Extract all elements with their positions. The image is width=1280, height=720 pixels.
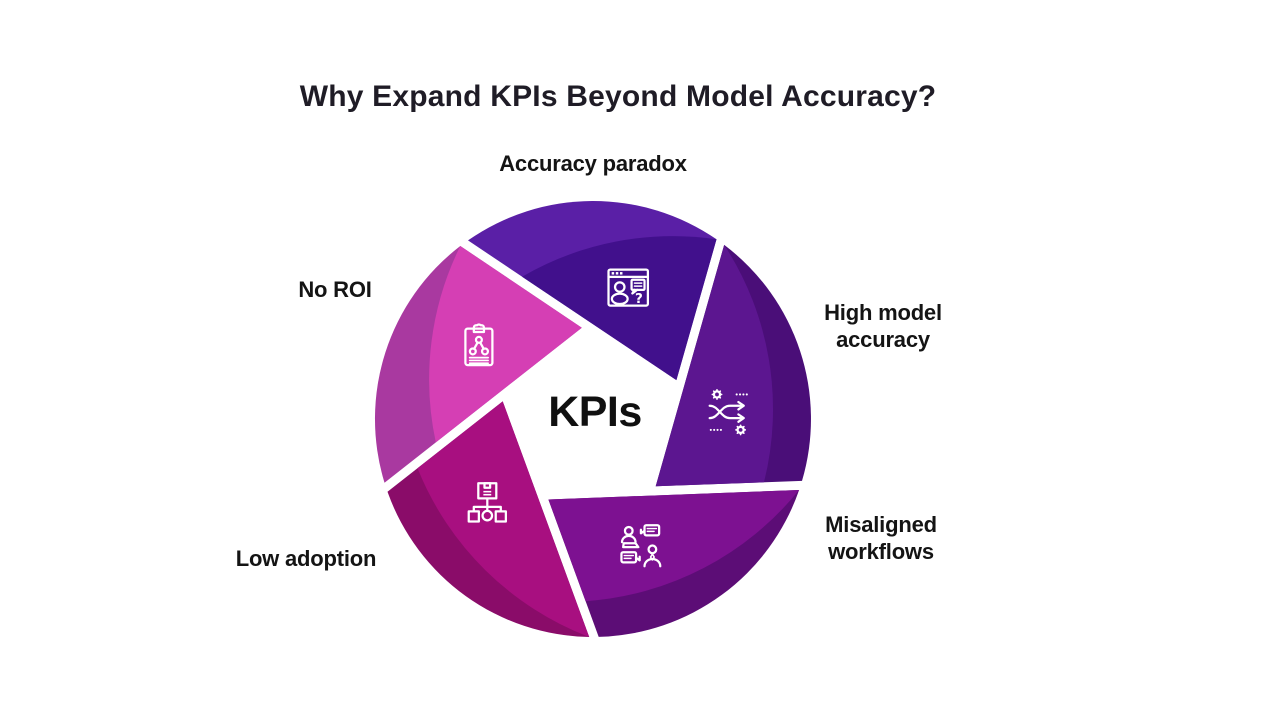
- label-accuracy-paradox: Accuracy paradox: [499, 151, 687, 176]
- label-no-roi: No ROI: [298, 277, 372, 302]
- blade-misaligned-workflows: [548, 490, 800, 602]
- slide-title: Why Expand KPIs Beyond Model Accuracy?: [299, 80, 937, 113]
- label-high-model-accuracy: High model accuracy: [824, 300, 942, 352]
- label-misaligned-workflows: Misaligned workflows: [825, 512, 937, 564]
- blade-low-adoption: [417, 401, 590, 637]
- center-kpis-label: KPIs: [548, 388, 642, 436]
- label-low-adoption: Low adoption: [235, 546, 377, 571]
- wheel-blades: [374, 200, 811, 637]
- blade-accuracy-paradox: [522, 236, 717, 381]
- blade-no-roi: [429, 246, 582, 443]
